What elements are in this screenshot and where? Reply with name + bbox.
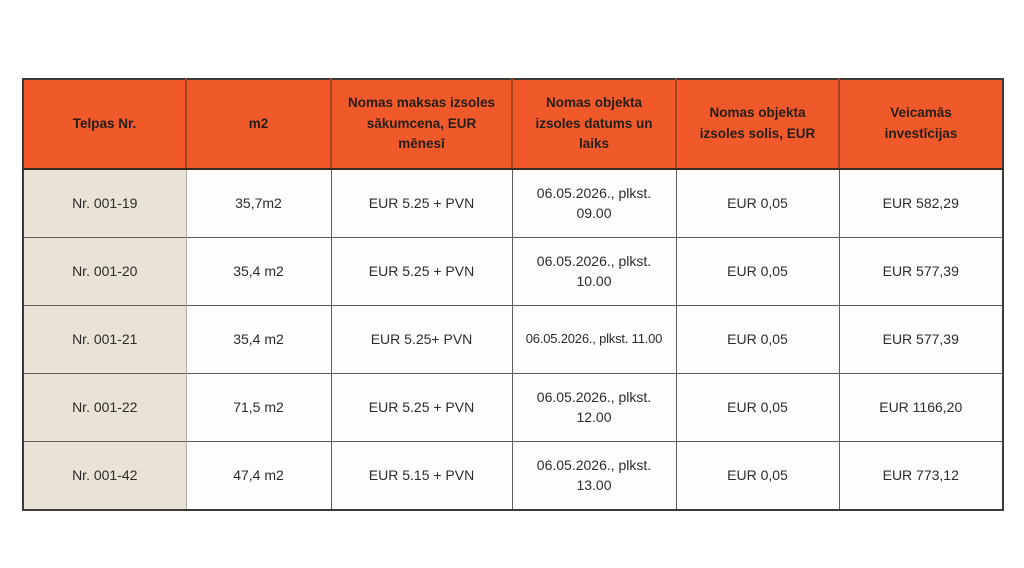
table-row: Nr. 001-22 71,5 m2 EUR 5.25 + PVN 06.05.… bbox=[23, 373, 1003, 442]
cell-telpas-nr: Nr. 001-42 bbox=[23, 441, 186, 510]
header-cell-investicijas: Veicamās investīcijas bbox=[838, 79, 1003, 170]
header-cell-izsoles-datums: Nomas objekta izsoles datums un laiks bbox=[511, 79, 676, 170]
cell-investicijas: EUR 1166,20 bbox=[838, 373, 1003, 442]
cell-datums: 06.05.2026., plkst. 13.00 bbox=[511, 441, 676, 510]
cell-telpas-nr: Nr. 001-22 bbox=[23, 373, 186, 442]
cell-solis: EUR 0,05 bbox=[675, 373, 839, 442]
header-cell-telpas-nr: Telpas Nr. bbox=[23, 79, 186, 170]
rental-auction-table: Telpas Nr. m2 Nomas maksas izsoles sākum… bbox=[22, 78, 1004, 511]
cell-solis: EUR 0,05 bbox=[675, 305, 839, 374]
cell-sakumcena: EUR 5.15 + PVN bbox=[330, 441, 512, 510]
cell-investicijas: EUR 773,12 bbox=[838, 441, 1003, 510]
cell-investicijas: EUR 577,39 bbox=[838, 237, 1003, 306]
cell-solis: EUR 0,05 bbox=[675, 169, 839, 238]
cell-investicijas: EUR 582,29 bbox=[838, 169, 1003, 238]
table-row: Nr. 001-20 35,4 m2 EUR 5.25 + PVN 06.05.… bbox=[23, 237, 1003, 306]
cell-solis: EUR 0,05 bbox=[675, 237, 839, 306]
header-cell-sakumcena: Nomas maksas izsoles sākumcena, EUR mēne… bbox=[330, 79, 512, 170]
cell-investicijas: EUR 577,39 bbox=[838, 305, 1003, 374]
auction-table-wrap: Telpas Nr. m2 Nomas maksas izsoles sākum… bbox=[22, 78, 1004, 511]
cell-sakumcena: EUR 5.25+ PVN bbox=[330, 305, 512, 374]
cell-platiba: 71,5 m2 bbox=[185, 373, 331, 442]
cell-platiba: 35,7m2 bbox=[185, 169, 331, 238]
header-cell-m2: m2 bbox=[185, 79, 331, 170]
cell-datums: 06.05.2026., plkst. 11.00 bbox=[511, 305, 676, 374]
cell-datums: 06.05.2026., plkst. 12.00 bbox=[511, 373, 676, 442]
cell-platiba: 35,4 m2 bbox=[185, 305, 331, 374]
cell-datums: 06.05.2026., plkst. 09.00 bbox=[511, 169, 676, 238]
cell-telpas-nr: Nr. 001-21 bbox=[23, 305, 186, 374]
table-header-row: Telpas Nr. m2 Nomas maksas izsoles sākum… bbox=[23, 79, 1003, 170]
table-row: Nr. 001-19 35,7m2 EUR 5.25 + PVN 06.05.2… bbox=[23, 169, 1003, 238]
cell-platiba: 47,4 m2 bbox=[185, 441, 331, 510]
header-cell-izsoles-solis: Nomas objekta izsoles solis, EUR bbox=[675, 79, 839, 170]
cell-sakumcena: EUR 5.25 + PVN bbox=[330, 373, 512, 442]
cell-platiba: 35,4 m2 bbox=[185, 237, 331, 306]
cell-telpas-nr: Nr. 001-20 bbox=[23, 237, 186, 306]
cell-solis: EUR 0,05 bbox=[675, 441, 839, 510]
cell-sakumcena: EUR 5.25 + PVN bbox=[330, 169, 512, 238]
cell-telpas-nr: Nr. 001-19 bbox=[23, 169, 186, 238]
table-row: Nr. 001-42 47,4 m2 EUR 5.15 + PVN 06.05.… bbox=[23, 441, 1003, 510]
table-row: Nr. 001-21 35,4 m2 EUR 5.25+ PVN 06.05.2… bbox=[23, 305, 1003, 374]
cell-datums: 06.05.2026., plkst. 10.00 bbox=[511, 237, 676, 306]
cell-sakumcena: EUR 5.25 + PVN bbox=[330, 237, 512, 306]
